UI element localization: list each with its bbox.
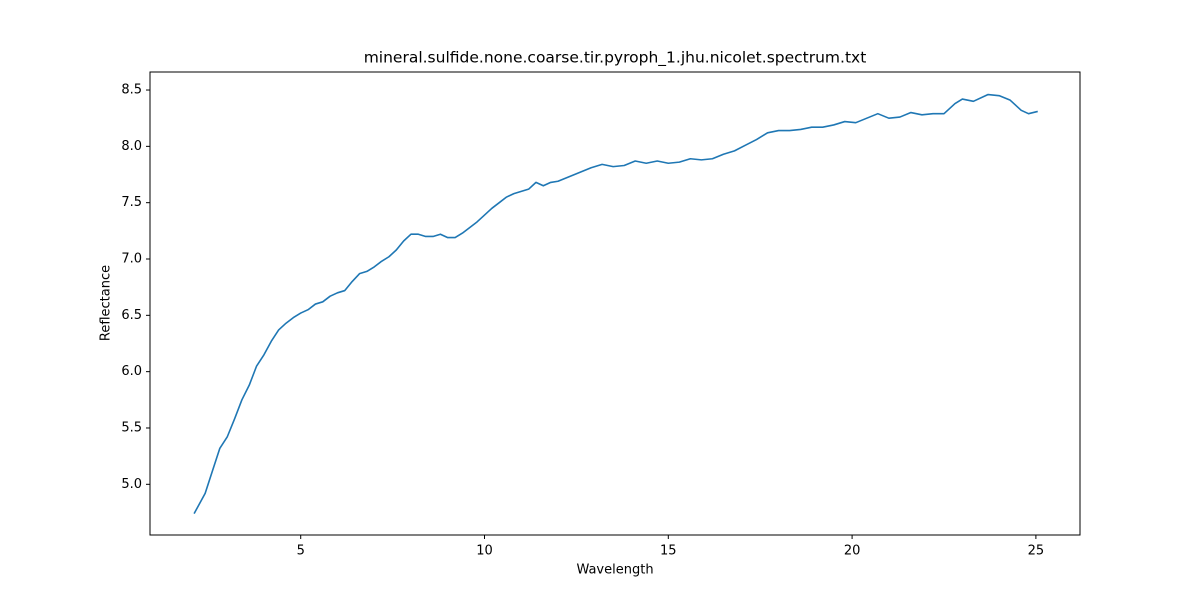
plot-frame [149, 71, 1081, 536]
y-tick-label: 5.0 [121, 477, 142, 492]
y-tick-label: 6.0 [121, 364, 142, 379]
line [193, 93, 1038, 514]
y-tick-label: 7.5 [121, 195, 142, 210]
y-tick-label: 8.0 [121, 139, 142, 154]
y-tick-label: 8.5 [121, 83, 142, 98]
y-tick-label: 6.5 [121, 308, 142, 323]
y-axis-label: Reflectance [99, 265, 114, 341]
x-tick-label: 20 [844, 544, 861, 559]
x-tick-label: 25 [1028, 544, 1045, 559]
y-tick-label: 7.0 [121, 252, 142, 267]
x-axis-label: Wavelength [576, 563, 653, 578]
x-tick-label: 15 [660, 544, 677, 559]
y-tick-label: 5.5 [121, 420, 142, 435]
x-tick-label: 10 [476, 544, 493, 559]
x-tick-label: 5 [297, 544, 305, 559]
chart-title: mineral.sulfide.none.coarse.tir.pyroph_1… [364, 49, 867, 68]
